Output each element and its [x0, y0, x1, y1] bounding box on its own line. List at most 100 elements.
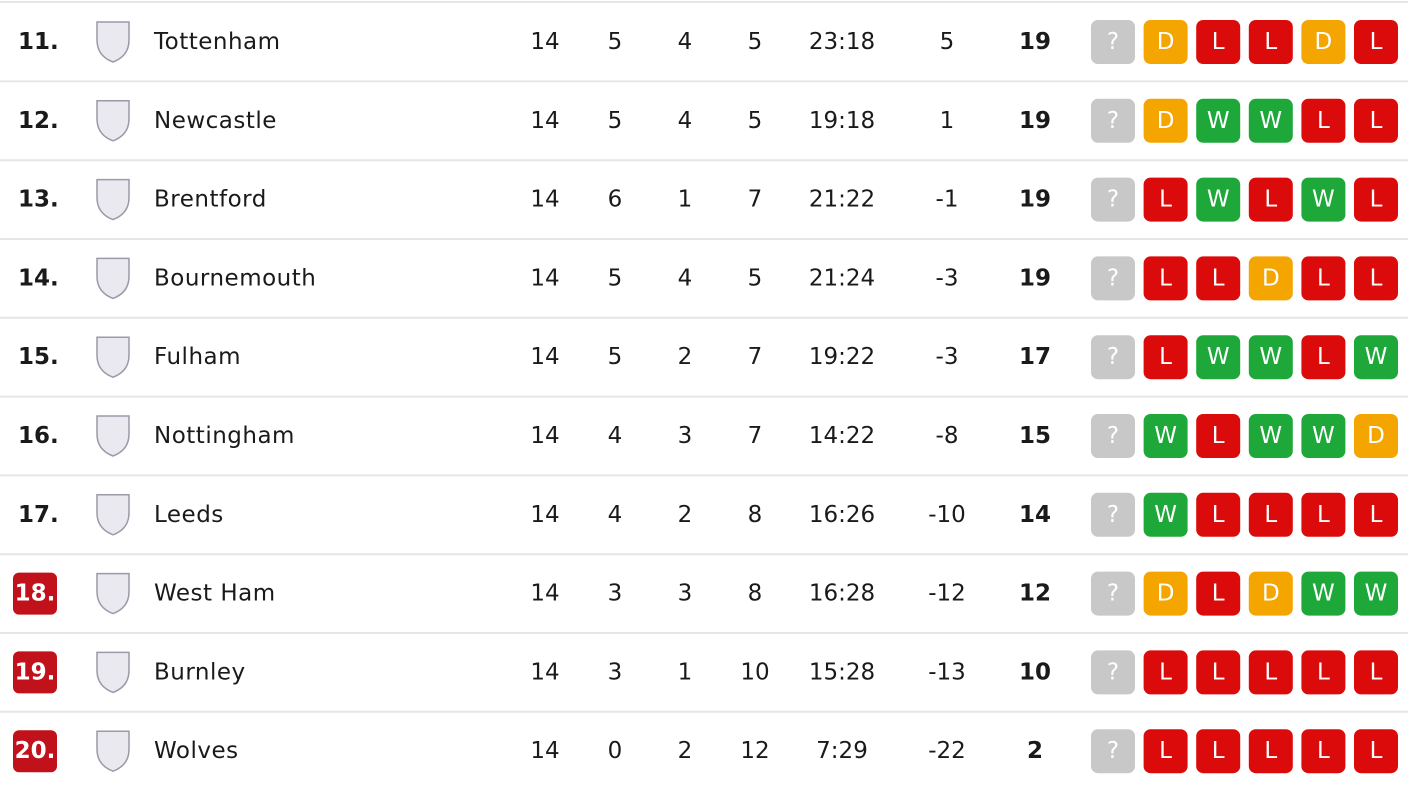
rank: 14. — [18, 265, 59, 291]
rank: 13. — [18, 187, 59, 213]
form-result: L — [1370, 187, 1383, 213]
form-badge — [1248, 177, 1293, 222]
points: 15 — [1019, 423, 1051, 449]
form-result: ? — [1107, 659, 1119, 685]
team-crest — [96, 730, 130, 773]
form-result: W — [1259, 108, 1282, 134]
stat-diff: -3 — [936, 265, 959, 291]
rank: 17. — [18, 502, 59, 528]
form-badge — [1354, 729, 1398, 774]
rank: 20. — [15, 738, 56, 764]
form-result: L — [1159, 344, 1172, 370]
rank: 11. — [18, 29, 59, 55]
form-result: W — [1259, 423, 1282, 449]
form-result: W — [1365, 344, 1388, 370]
form-badge — [1354, 492, 1398, 537]
form-result: L — [1317, 659, 1330, 685]
form-result: W — [1312, 581, 1335, 607]
stat-lost: 7 — [748, 344, 763, 370]
form-badge — [1301, 20, 1346, 64]
stat-diff: -3 — [936, 344, 959, 370]
form-badge — [1196, 729, 1241, 774]
form-badge — [1091, 335, 1135, 380]
form-badge — [1301, 414, 1346, 458]
form-result: D — [1157, 108, 1175, 134]
form-result: W — [1154, 423, 1177, 449]
form-result: D — [1262, 265, 1280, 291]
stat-lost: 5 — [748, 108, 763, 134]
form-badge — [1091, 492, 1135, 537]
form-result: L — [1370, 738, 1383, 764]
form-badge — [1143, 414, 1188, 458]
table-row: 15. Fulham 14 5 2 7 19:22 -3 17? L W W L W — [0, 335, 1408, 398]
form-badge — [1091, 729, 1135, 774]
table-row: 18. West Ham 14 3 3 8 16:28 -12 12? D L D W W — [0, 571, 1408, 634]
form-badge — [1143, 98, 1188, 143]
team-name: Tottenham — [153, 29, 281, 55]
stat-won: 4 — [608, 423, 623, 449]
form-result: L — [1212, 502, 1225, 528]
stat-diff: 1 — [940, 108, 955, 134]
points: 19 — [1019, 29, 1051, 55]
rank: 18. — [15, 581, 56, 607]
stat-goals: 16:26 — [809, 502, 875, 528]
form-badge — [1354, 335, 1398, 380]
points: 14 — [1019, 502, 1051, 528]
rank: 16. — [18, 423, 59, 449]
stat-drawn: 3 — [678, 581, 693, 607]
form-result: L — [1317, 738, 1330, 764]
team-crest — [96, 21, 130, 63]
form-result: L — [1159, 738, 1172, 764]
team-name: Fulham — [154, 344, 241, 370]
team-name: Burnley — [154, 659, 246, 685]
form-result: W — [1312, 187, 1335, 213]
form-badge — [1143, 177, 1188, 222]
points: 17 — [1019, 344, 1051, 370]
form-badge — [1301, 571, 1346, 616]
stat-goals: 19:22 — [809, 344, 875, 370]
form-badge — [1143, 256, 1188, 301]
stat-won: 5 — [608, 108, 623, 134]
form-badge — [1091, 20, 1135, 64]
form-badge — [1248, 492, 1293, 537]
team-crest — [96, 178, 130, 221]
stat-played: 14 — [530, 659, 559, 685]
form-badge — [1091, 571, 1135, 616]
table-row: 20. Wolves 14 0 2 12 7:29 -22 2? L L L L L — [13, 729, 1398, 774]
form-result: L — [1159, 187, 1172, 213]
form-result: L — [1159, 265, 1172, 291]
stat-drawn: 1 — [678, 659, 693, 685]
stat-goals: 16:28 — [809, 581, 875, 607]
stat-played: 14 — [530, 29, 559, 55]
stat-won: 6 — [608, 187, 623, 213]
table-row: 11. Tottenham 14 5 4 5 23:18 5 19? D L L D L — [0, 20, 1408, 83]
rank-badge — [13, 651, 57, 694]
stat-diff: 5 — [940, 29, 955, 55]
form-result: W — [1207, 108, 1230, 134]
stat-played: 14 — [530, 344, 559, 370]
stat-goals: 19:18 — [809, 108, 875, 134]
team-name: Wolves — [154, 738, 239, 764]
form-badge — [1301, 335, 1346, 380]
form-result: L — [1370, 265, 1383, 291]
form-result: ? — [1107, 738, 1119, 764]
stat-goals: 14:22 — [809, 423, 875, 449]
form-result: W — [1259, 344, 1282, 370]
stat-goals: 21:22 — [809, 187, 875, 213]
form-result: L — [1264, 29, 1277, 55]
stat-drawn: 2 — [678, 344, 693, 370]
form-result: L — [1317, 265, 1330, 291]
form-badge — [1196, 414, 1241, 458]
stat-diff: -1 — [936, 187, 959, 213]
stat-won: 0 — [608, 738, 623, 764]
form-result: D — [1315, 29, 1333, 55]
stat-played: 14 — [530, 265, 559, 291]
form-result: ? — [1107, 344, 1119, 370]
stat-diff: -10 — [928, 502, 966, 528]
rank-badge — [13, 730, 57, 773]
stat-goals: 7:29 — [816, 738, 868, 764]
table-row: 14. Bournemouth 14 5 4 5 21:24 -3 19? L L D L L — [0, 256, 1408, 319]
stat-goals: 23:18 — [809, 29, 875, 55]
form-badge — [1248, 414, 1293, 458]
stat-drawn: 4 — [678, 265, 693, 291]
